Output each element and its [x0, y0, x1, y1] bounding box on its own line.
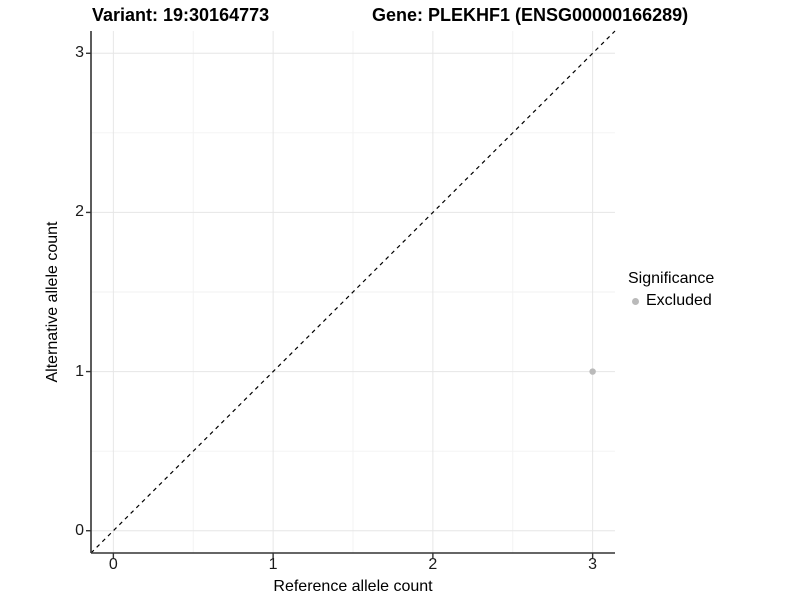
legend: Significance Excluded: [628, 269, 714, 310]
gene-title: Gene: PLEKHF1 (ENSG00000166289): [372, 5, 689, 25]
x-tick-label: 0: [108, 556, 118, 573]
y-tick-label: 3: [75, 44, 84, 62]
y-tick-label: 1: [75, 362, 84, 380]
y-tick-label: 0: [75, 521, 84, 539]
legend-entry-label: Excluded: [646, 292, 712, 309]
x-tick-label: 1: [268, 556, 278, 573]
variant-title: Variant: 19:30164773: [92, 5, 270, 25]
legend-entry: Excluded: [628, 292, 714, 310]
x-axis-title: Reference allele count: [273, 578, 433, 595]
y-tick-label: 2: [75, 203, 84, 221]
x-tick-label: 3: [588, 556, 598, 573]
identity-reference-line: [90, 30, 616, 554]
data-point: [589, 368, 596, 375]
legend-title: Significance: [628, 270, 715, 287]
y-axis-title: Alternative allele count: [44, 221, 61, 383]
x-tick-label: 2: [428, 556, 438, 573]
legend-point-icon: [632, 297, 639, 305]
legend-entries: Excluded: [628, 292, 714, 310]
